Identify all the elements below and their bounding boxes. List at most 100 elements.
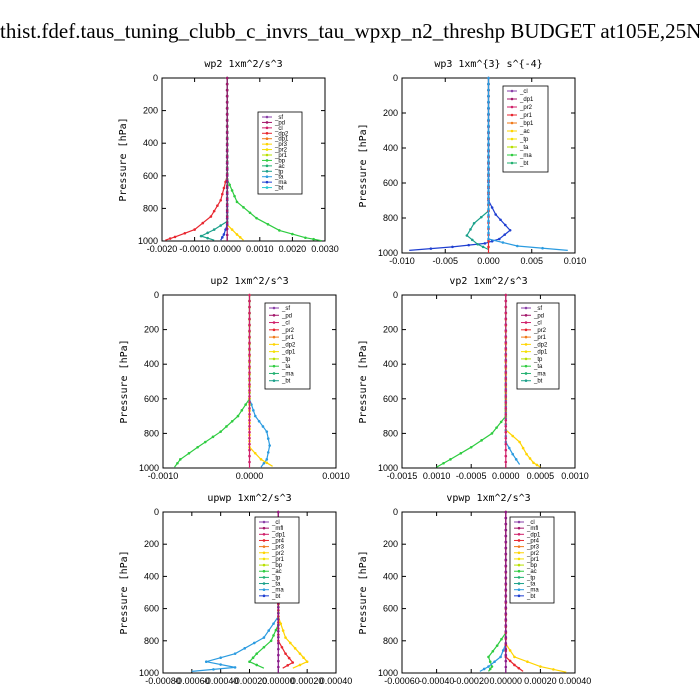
series-point — [173, 235, 177, 239]
series-point — [487, 201, 490, 205]
series-point — [312, 237, 315, 241]
series-point — [490, 206, 494, 209]
series-point — [504, 371, 508, 374]
legend-marker — [524, 335, 528, 339]
legend-entry: _cl — [281, 321, 290, 327]
x-tick-label: -0.0015 — [387, 471, 418, 481]
series-point — [277, 659, 280, 663]
series-point — [479, 215, 483, 219]
legend-marker — [262, 588, 266, 591]
series-line — [466, 78, 490, 251]
series-point — [278, 229, 281, 232]
series-point — [465, 234, 469, 237]
series-line — [199, 78, 228, 241]
series-point — [253, 451, 257, 455]
series-point — [221, 236, 224, 239]
x-tick-label: 0.00000 — [490, 676, 523, 686]
series-point — [193, 228, 196, 231]
series-point — [504, 665, 508, 669]
series-point — [511, 434, 515, 438]
series-point — [216, 204, 219, 207]
series-point — [487, 213, 490, 217]
series-point — [487, 118, 490, 122]
legend-marker — [272, 372, 276, 375]
y-tick-label: 0 — [393, 73, 398, 83]
x-tick-label: 0.0000 — [213, 244, 241, 254]
series-point — [487, 655, 490, 659]
series-point — [459, 451, 463, 455]
chart-panel-1: wp2 1xm^2/s^3 Pressure [hPa] 0 200 400 600 800… — [118, 59, 339, 254]
legend-entry: _ta — [274, 175, 284, 181]
series-point — [467, 243, 470, 247]
series-point — [499, 655, 502, 659]
y-tick-label: 1000 — [139, 463, 159, 473]
legend-entry: _ac — [271, 569, 282, 575]
y-tick-label: 0 — [154, 507, 159, 517]
series-point — [504, 430, 508, 434]
series-point — [495, 426, 498, 429]
series-point — [206, 231, 209, 235]
series-point — [242, 206, 245, 209]
series-point — [225, 100, 229, 104]
series-point — [504, 540, 508, 544]
series-point — [257, 419, 261, 423]
series-point — [248, 418, 251, 422]
legend-marker — [265, 164, 269, 168]
series-point — [504, 413, 508, 416]
series-point — [248, 454, 251, 458]
series-point — [511, 452, 515, 456]
y-axis-label: Pressure [hPa] — [358, 123, 369, 207]
series-point — [267, 629, 271, 632]
series-point — [248, 377, 251, 380]
series-point — [481, 245, 485, 249]
y-tick-label: 1000 — [378, 668, 398, 678]
series-point — [487, 154, 490, 157]
y-tick-label: 800 — [383, 636, 398, 646]
legend-marker — [517, 533, 521, 536]
series-point — [504, 570, 508, 573]
legend-entry: _pd — [281, 313, 292, 319]
series-point — [476, 242, 479, 246]
legend-entry: _dp1 — [281, 350, 296, 356]
series-point — [488, 667, 492, 671]
legend-entry: _dp1 — [271, 532, 286, 538]
series-point — [504, 510, 508, 514]
legend-entry: _cl — [526, 520, 535, 526]
series-point — [487, 148, 490, 151]
series-point — [187, 451, 191, 455]
series-point — [287, 656, 291, 660]
series-point — [504, 606, 508, 609]
series-point — [504, 341, 508, 345]
legend-entry: _ta — [526, 582, 536, 588]
legend-entry: _cl — [271, 520, 280, 526]
series-point — [277, 618, 280, 621]
series-point — [248, 371, 251, 374]
legend-entry: _pr3 — [526, 545, 540, 551]
x-tick-label: 0.00000 — [262, 676, 295, 686]
y-tick-label: 1000 — [378, 463, 398, 473]
series-point — [487, 184, 490, 187]
legend-marker — [272, 335, 276, 339]
series-point — [222, 186, 226, 190]
legend-entry: _bt — [281, 379, 291, 385]
series-point — [487, 88, 490, 92]
x-tick-label: 0.0000 — [236, 471, 264, 481]
legend-entry: _ma — [271, 588, 284, 594]
series-point — [504, 564, 508, 567]
series-point — [487, 100, 490, 104]
series-point — [304, 236, 307, 240]
series-point — [487, 231, 490, 235]
series-point — [504, 600, 508, 603]
series-point — [504, 552, 508, 556]
legend-marker — [524, 306, 528, 310]
legend-marker — [510, 153, 514, 157]
series-point — [269, 639, 273, 643]
series-point — [233, 666, 237, 669]
legend-marker — [265, 153, 269, 157]
series-point — [451, 245, 454, 249]
x-tick-label: -0.00060 — [174, 676, 210, 686]
series-point — [305, 660, 309, 664]
x-tick-label: 0.00020 — [291, 676, 324, 686]
series-point — [504, 383, 508, 386]
